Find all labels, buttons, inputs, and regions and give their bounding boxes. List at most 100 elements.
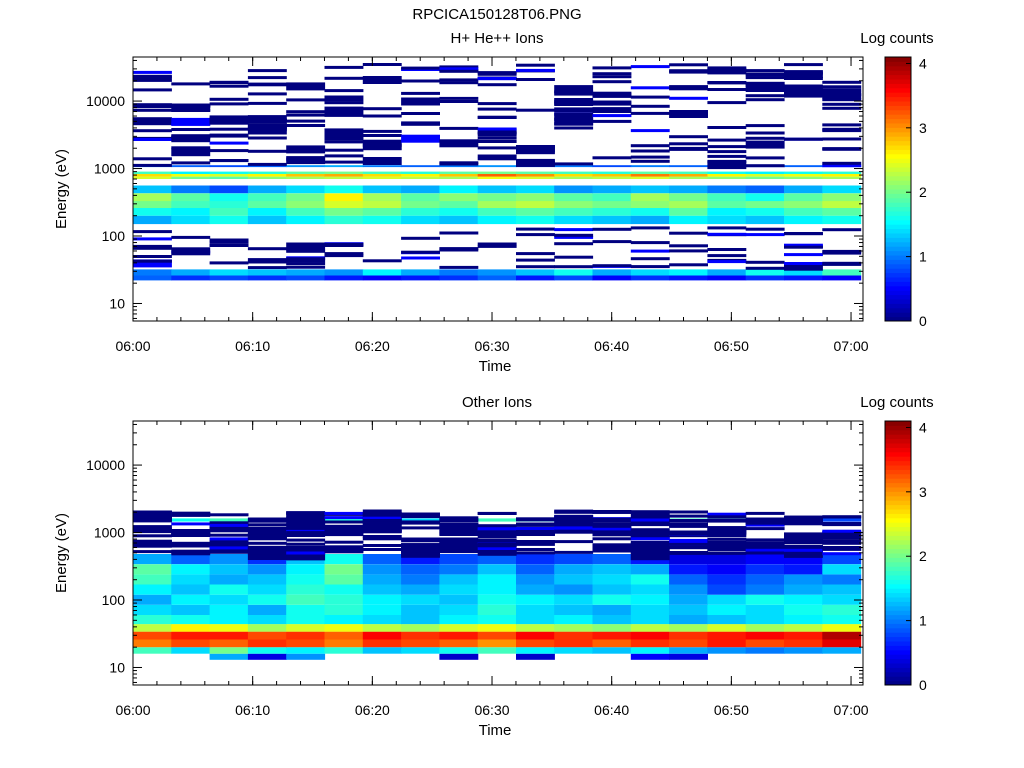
heatmap-cell (401, 615, 440, 625)
y-tick-label: 1000 (94, 525, 125, 541)
heatmap-cell (324, 128, 364, 132)
heatmap-cell (401, 554, 440, 565)
heatmap-cell (630, 257, 670, 261)
heatmap-cell (401, 269, 440, 276)
heatmap-cell (822, 631, 862, 640)
heatmap-cell (669, 69, 708, 73)
colorbar-segment (885, 263, 911, 269)
heatmap-cell (209, 127, 249, 131)
heatmap-cell (669, 604, 708, 615)
heatmap-cell (516, 176, 555, 179)
heatmap-cell (133, 584, 172, 595)
heatmap-cell (822, 193, 862, 202)
heatmap-cell (592, 631, 632, 640)
heatmap-cell (247, 537, 287, 541)
heatmap-cell (554, 269, 594, 276)
heatmap-cell (171, 176, 211, 179)
heatmap-cell (707, 540, 747, 549)
heatmap-cell (669, 615, 708, 625)
heatmap-cell (171, 235, 211, 239)
heatmap-cell (554, 126, 594, 130)
heatmap-cell (324, 615, 364, 625)
heatmap-cell (707, 174, 747, 177)
heatmap-cell (745, 631, 785, 640)
heatmap-cell (745, 520, 785, 524)
heatmap-cell (247, 201, 287, 208)
heatmap-cell (247, 176, 287, 179)
heatmap-cell (247, 69, 287, 73)
heatmap-cell (286, 551, 326, 555)
heatmap-cell (707, 159, 747, 163)
heatmap-cell (286, 523, 326, 532)
colorbar-segment (885, 460, 911, 466)
heatmap-cell (554, 554, 594, 565)
heatmap-cell (477, 154, 517, 158)
colorbar-segment (885, 303, 911, 309)
heatmap-cell (554, 604, 594, 615)
heatmap-cell (516, 639, 555, 648)
heatmap-cell (745, 511, 785, 515)
heatmap-cell (592, 93, 632, 97)
heatmap-cell (516, 227, 555, 231)
heatmap-cell (707, 185, 747, 194)
heatmap-cell (477, 215, 517, 225)
heatmap-cell (745, 564, 785, 575)
colorbar-segment (885, 61, 911, 67)
colorbar-segment (885, 671, 911, 677)
heatmap-cell (286, 98, 326, 102)
heatmap-cell (554, 639, 594, 648)
heatmap-cell (554, 165, 594, 168)
heatmap-cell (707, 88, 747, 91)
heatmap-cell (554, 107, 594, 111)
heatmap-cell (477, 185, 517, 194)
heatmap-cell (209, 165, 249, 168)
heatmap-cell (745, 227, 785, 231)
heatmap-cell (592, 156, 632, 160)
heatmap-cell (439, 65, 479, 69)
heatmap-cell (324, 160, 364, 164)
heatmap-cell (133, 138, 172, 141)
heatmap-cell (286, 119, 326, 123)
heatmap-cell (247, 639, 287, 648)
heatmap-cell (439, 653, 479, 660)
heatmap-cell (324, 242, 364, 246)
heatmap-cell (477, 604, 517, 615)
heatmap-cell (784, 615, 823, 625)
heatmap-cell (592, 185, 632, 194)
heatmap-cell (630, 249, 670, 253)
heatmap-cell (324, 98, 364, 102)
heatmap-cell (247, 647, 287, 654)
heatmap-cell (286, 639, 326, 648)
heatmap-cell (477, 631, 517, 640)
heatmap-cell (630, 241, 670, 245)
heatmap-cell (362, 208, 402, 216)
heatmap-cell (669, 564, 708, 575)
heatmap-cell (784, 137, 823, 141)
heatmap-cell (477, 76, 517, 80)
heatmap-cell (669, 554, 708, 565)
heatmap-cell (247, 126, 287, 135)
heatmap-cell (516, 171, 555, 174)
heatmap-cell (477, 550, 517, 554)
colorbar-tick-label: 4 (919, 55, 927, 71)
colorbar-segment (885, 649, 911, 655)
heatmap-cell (171, 128, 211, 131)
heatmap-cell (324, 511, 364, 515)
heatmap-cell (745, 260, 785, 264)
heatmap-cell (745, 554, 785, 565)
colorbar-segment (885, 127, 911, 133)
heatmap-cell (171, 165, 211, 168)
heatmap-cell (401, 134, 440, 143)
colorbar-segment (885, 105, 911, 111)
heatmap-cell (133, 88, 172, 92)
colorbar-segment (885, 206, 911, 212)
heatmap-cell (209, 539, 249, 543)
heatmap-cell (247, 136, 287, 140)
heatmap-cell (592, 647, 632, 654)
heatmap-cell (707, 150, 747, 154)
heatmap-cell (362, 129, 402, 133)
heatmap-cell (669, 510, 708, 514)
heatmap-cell (592, 208, 632, 216)
heatmap-cell (822, 98, 862, 102)
